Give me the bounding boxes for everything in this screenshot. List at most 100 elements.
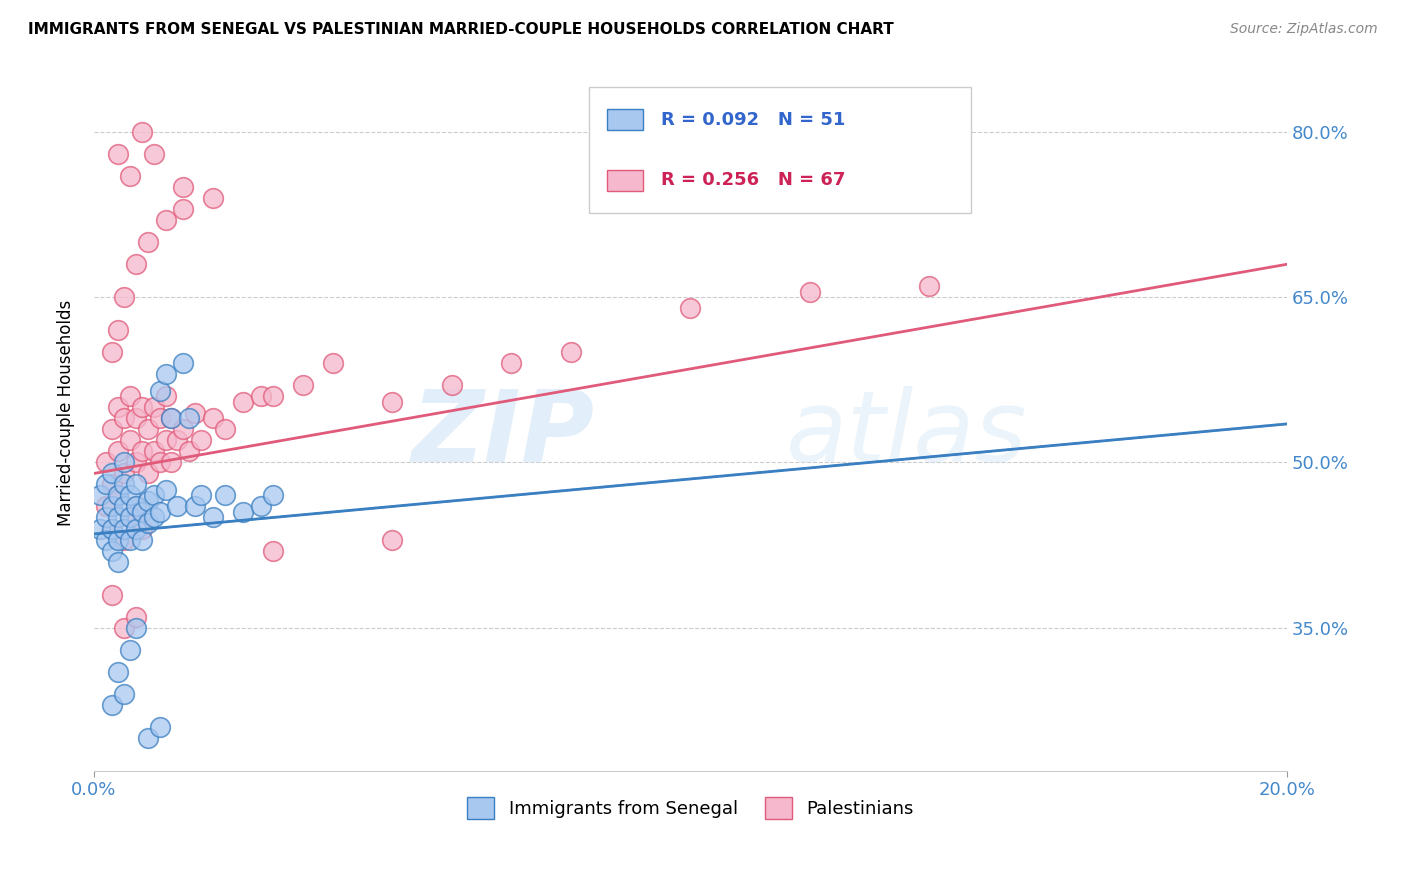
Point bbox=[184, 500, 207, 514]
Point bbox=[291, 378, 314, 392]
FancyBboxPatch shape bbox=[589, 87, 970, 212]
Point bbox=[190, 488, 212, 502]
Text: R = 0.092   N = 51: R = 0.092 N = 51 bbox=[661, 111, 845, 128]
Point bbox=[148, 505, 170, 519]
Point bbox=[131, 444, 153, 458]
Legend: Immigrants from Senegal, Palestinians: Immigrants from Senegal, Palestinians bbox=[460, 789, 921, 826]
Point bbox=[94, 533, 117, 547]
Point bbox=[101, 345, 124, 359]
Point bbox=[112, 621, 135, 635]
Point bbox=[172, 202, 194, 217]
Point bbox=[101, 521, 124, 535]
Point bbox=[107, 323, 129, 337]
Point bbox=[136, 516, 159, 530]
Text: R = 0.256   N = 67: R = 0.256 N = 67 bbox=[661, 171, 845, 189]
Point bbox=[107, 488, 129, 502]
Point bbox=[125, 477, 148, 491]
FancyBboxPatch shape bbox=[607, 109, 643, 130]
Point bbox=[112, 687, 135, 701]
Point bbox=[262, 389, 284, 403]
Point bbox=[202, 191, 225, 205]
Point bbox=[131, 533, 153, 547]
Point bbox=[172, 422, 194, 436]
Point bbox=[125, 621, 148, 635]
Point bbox=[166, 434, 188, 448]
Point bbox=[321, 356, 343, 370]
Text: atlas: atlas bbox=[786, 386, 1028, 483]
Point bbox=[142, 444, 165, 458]
Point bbox=[112, 500, 135, 514]
Point bbox=[190, 434, 212, 448]
Point bbox=[155, 483, 177, 497]
Point bbox=[112, 467, 135, 481]
Point bbox=[381, 533, 404, 547]
Point bbox=[381, 395, 404, 409]
Text: Source: ZipAtlas.com: Source: ZipAtlas.com bbox=[1230, 22, 1378, 37]
Point bbox=[136, 467, 159, 481]
Point bbox=[166, 500, 188, 514]
FancyBboxPatch shape bbox=[607, 169, 643, 191]
Point bbox=[918, 279, 941, 293]
Point bbox=[142, 401, 165, 415]
Point bbox=[142, 488, 165, 502]
Point bbox=[107, 488, 129, 502]
Point bbox=[142, 147, 165, 161]
Point bbox=[112, 521, 135, 535]
Point bbox=[214, 422, 236, 436]
Point bbox=[148, 720, 170, 734]
Point bbox=[107, 147, 129, 161]
Point bbox=[101, 543, 124, 558]
Point bbox=[179, 444, 201, 458]
Point bbox=[125, 500, 148, 514]
Point bbox=[118, 169, 141, 184]
Point bbox=[155, 213, 177, 227]
Point bbox=[131, 505, 153, 519]
Point bbox=[262, 488, 284, 502]
Point bbox=[118, 510, 141, 524]
Point bbox=[184, 406, 207, 420]
Point bbox=[118, 533, 141, 547]
Point bbox=[118, 434, 141, 448]
Point bbox=[112, 411, 135, 425]
Point bbox=[160, 455, 183, 469]
Point bbox=[94, 500, 117, 514]
Point bbox=[107, 444, 129, 458]
Point bbox=[799, 285, 821, 299]
Point bbox=[101, 500, 124, 514]
Point bbox=[131, 521, 153, 535]
Point bbox=[107, 665, 129, 679]
Point bbox=[250, 389, 273, 403]
Point bbox=[148, 384, 170, 398]
Point bbox=[112, 290, 135, 304]
Point bbox=[131, 125, 153, 139]
Point bbox=[250, 500, 273, 514]
Point bbox=[148, 411, 170, 425]
Point bbox=[560, 345, 582, 359]
Point bbox=[125, 411, 148, 425]
Point bbox=[112, 477, 135, 491]
Point bbox=[107, 533, 129, 547]
Point bbox=[172, 356, 194, 370]
Text: IMMIGRANTS FROM SENEGAL VS PALESTINIAN MARRIED-COUPLE HOUSEHOLDS CORRELATION CHA: IMMIGRANTS FROM SENEGAL VS PALESTINIAN M… bbox=[28, 22, 894, 37]
Point bbox=[101, 477, 124, 491]
Point bbox=[142, 510, 165, 524]
Point bbox=[125, 455, 148, 469]
Point bbox=[262, 543, 284, 558]
Point bbox=[136, 494, 159, 508]
Point bbox=[89, 521, 111, 535]
Point bbox=[679, 301, 702, 316]
Point bbox=[112, 533, 135, 547]
Point bbox=[101, 588, 124, 602]
Point bbox=[155, 389, 177, 403]
Text: ZIP: ZIP bbox=[412, 386, 595, 483]
Point bbox=[202, 510, 225, 524]
Point bbox=[125, 609, 148, 624]
Point bbox=[118, 510, 141, 524]
Point bbox=[101, 467, 124, 481]
Point bbox=[107, 510, 129, 524]
Point bbox=[101, 698, 124, 712]
Point bbox=[94, 477, 117, 491]
Point bbox=[118, 389, 141, 403]
Point bbox=[125, 500, 148, 514]
Point bbox=[232, 395, 254, 409]
